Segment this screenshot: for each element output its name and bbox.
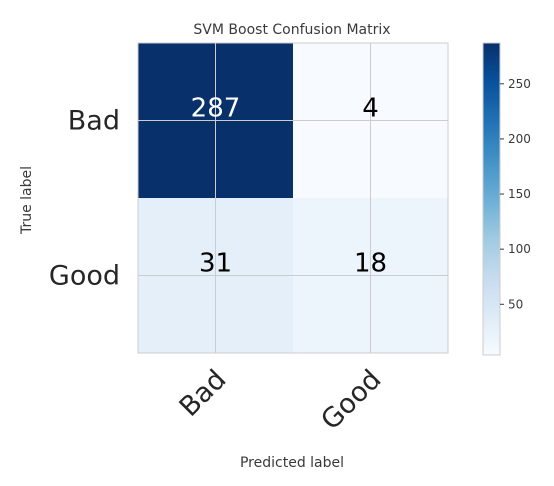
x-axis-label: Predicted label (240, 455, 344, 471)
cell-value-bad-good: 4 (362, 94, 379, 124)
colorbar-tick-label: 50 (508, 297, 523, 311)
colorbar (482, 42, 501, 356)
colorbar-ticks: 50 100 150 200 250 (500, 77, 531, 311)
y-tick-label-bad: Bad (68, 106, 120, 137)
x-tick-label-good: Good (315, 364, 387, 436)
cell-value-good-good: 18 (354, 249, 387, 279)
y-tick-label-good: Good (49, 261, 120, 292)
heatmap-cells (138, 43, 448, 353)
gridlines (137, 42, 449, 354)
x-tick-label-bad: Bad (174, 364, 233, 423)
y-axis-label: True label (19, 166, 35, 235)
chart-title: SVM Boost Confusion Matrix (193, 22, 390, 38)
colorbar-tick-label: 250 (508, 77, 531, 91)
colorbar-tick-label: 200 (508, 132, 531, 146)
colorbar-tick-label: 100 (508, 242, 531, 256)
plot-border (137, 42, 449, 354)
y-tick-labels: Bad Good (49, 106, 120, 292)
cell-value-good-bad: 31 (199, 249, 232, 279)
cell-value-labels: 287 4 31 18 (191, 94, 387, 279)
x-tick-labels: Bad Good (174, 364, 388, 436)
colorbar-tick-label: 150 (508, 187, 531, 201)
cell-value-bad-bad: 287 (191, 94, 241, 124)
